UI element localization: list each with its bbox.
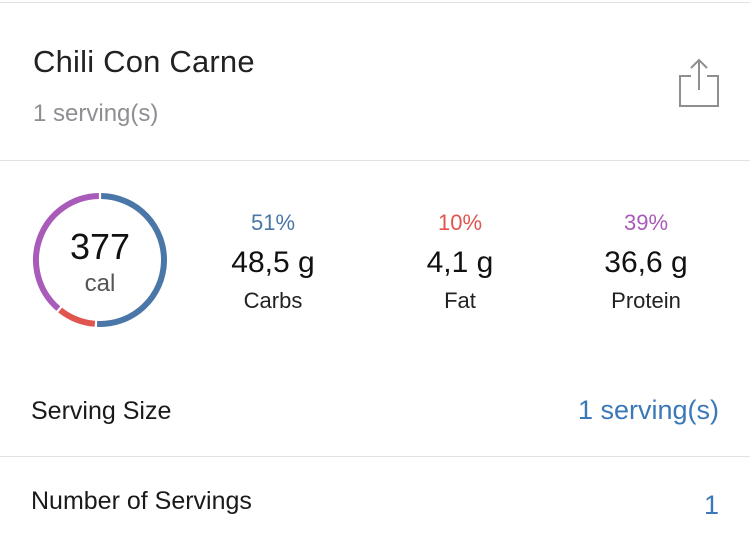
calorie-ring: 377 cal xyxy=(30,190,170,330)
carbs-percent: 51% xyxy=(250,210,296,235)
share-button[interactable] xyxy=(676,56,722,108)
ring-segment-fat xyxy=(58,307,96,327)
row-divider xyxy=(0,456,750,457)
food-serving-subtitle: 1 serving(s) xyxy=(33,100,159,127)
fat-grams: 4,1 g xyxy=(426,246,494,279)
protein-grams: 36,6 g xyxy=(604,246,688,279)
top-divider xyxy=(0,2,750,3)
ring-segment-carbs xyxy=(96,193,167,327)
protein-label: Protein xyxy=(611,288,681,313)
serving-size-label: Serving Size xyxy=(31,397,172,425)
ring-segment-protein xyxy=(33,193,99,311)
protein-percent: 39% xyxy=(623,210,669,235)
food-title: Chili Con Carne xyxy=(33,44,255,79)
calorie-unit: cal xyxy=(84,270,116,297)
section-divider xyxy=(0,160,750,161)
serving-size-value[interactable]: 1 serving(s) xyxy=(577,395,719,425)
macro-carbs: 51% 48,5 g Carbs xyxy=(188,208,358,316)
macro-fat: 10% 4,1 g Fat xyxy=(375,208,545,316)
macro-protein: 39% 36,6 g Protein xyxy=(561,208,731,316)
macro-ring-chart xyxy=(33,193,167,327)
share-icon xyxy=(679,58,719,107)
fat-percent: 10% xyxy=(437,210,483,235)
carbs-label: Carbs xyxy=(243,288,303,313)
carbs-grams: 48,5 g xyxy=(231,246,315,279)
calorie-value: 377 xyxy=(69,226,131,267)
number-of-servings-label: Number of Servings xyxy=(31,487,252,515)
number-of-servings-value[interactable]: 1 xyxy=(703,490,719,520)
fat-label: Fat xyxy=(444,288,476,313)
